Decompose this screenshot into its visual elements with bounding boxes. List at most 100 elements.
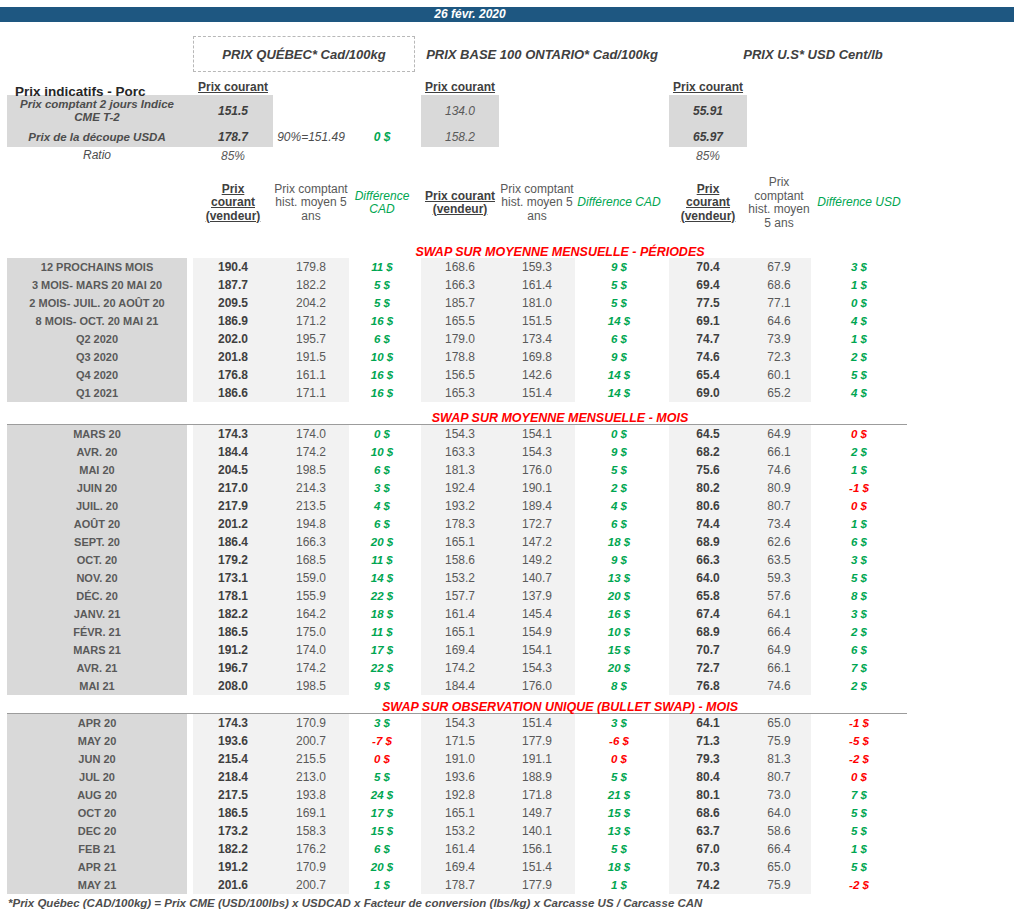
- price-cell: 80.7: [747, 497, 811, 515]
- price-cell: 80.1: [669, 786, 747, 804]
- table-row: DEC 20173.2158.315 $153.2140.113 $63.758…: [7, 822, 907, 840]
- table-row: MAY 20193.6200.7-7 $171.5177.9-6 $71.375…: [7, 732, 907, 750]
- price-cell: 204.5: [193, 461, 273, 479]
- price-cell: 65.8: [669, 587, 747, 605]
- price-cell: 74.4: [669, 515, 747, 533]
- diff-cell: 6 $: [349, 515, 415, 533]
- diff-cell: 5 $: [575, 461, 663, 479]
- group-header-row: Prix indicatifs - Porc PRIX QUÉBEC* Cad/…: [7, 36, 907, 72]
- section-header: SWAP SUR OBSERVATION UNIQUE (BULLET SWAP…: [7, 697, 907, 714]
- price-cell: 198.5: [273, 461, 349, 479]
- price-cell: 174.2: [273, 443, 349, 461]
- diff-cell: 5 $: [811, 569, 907, 587]
- diff-cell: 0 $: [811, 425, 907, 443]
- price-cell: 149.2: [499, 551, 575, 569]
- summary-row-ratio: Ratio 85% 85%: [7, 147, 907, 164]
- price-cell: 184.4: [193, 443, 273, 461]
- row-label: 12 PROCHAINS MOIS: [7, 258, 187, 276]
- row-label: FEB 21: [7, 840, 187, 858]
- diff-cell: 0 $: [349, 425, 415, 443]
- table-row: APR 20174.3170.93 $154.3151.43 $64.165.0…: [7, 714, 907, 732]
- price-cell: 196.7: [193, 659, 273, 677]
- price-cell: 67.0: [669, 840, 747, 858]
- price-cell: 161.4: [499, 276, 575, 294]
- diff-cell: 3 $: [575, 714, 663, 732]
- price-cell: 170.9: [273, 714, 349, 732]
- price-cell: 209.5: [193, 294, 273, 312]
- price-cell: 174.2: [273, 659, 349, 677]
- price-cell: 159.0: [273, 569, 349, 587]
- column-header-row: Prix courant (vendeur) Prix comptant his…: [7, 168, 907, 238]
- diff-cell: 6 $: [575, 330, 663, 348]
- table-row: 12 PROCHAINS MOIS190.4179.811 $168.6159.…: [7, 258, 907, 276]
- price-cell: 73.9: [747, 330, 811, 348]
- price-cell: 73.0: [747, 786, 811, 804]
- price-cell: 171.1: [273, 384, 349, 402]
- price-cell: 66.3: [669, 551, 747, 569]
- price-cell: 161.4: [421, 840, 499, 858]
- price-cell: 62.6: [747, 533, 811, 551]
- price-cell: 195.7: [273, 330, 349, 348]
- diff-cell: 1 $: [811, 461, 907, 479]
- diff-cell: 0 $: [575, 750, 663, 768]
- page-title: Prix indicatifs - Porc: [15, 84, 146, 99]
- price-cell: 176.2: [273, 840, 349, 858]
- price-cell: 191.1: [499, 750, 575, 768]
- price-cell: 63.5: [747, 551, 811, 569]
- row-label: MAI 20: [7, 461, 187, 479]
- price-cell: 142.6: [499, 366, 575, 384]
- report-date: 26 févr. 2020: [0, 7, 977, 22]
- price-cell: 188.9: [499, 768, 575, 786]
- summary-label-ratio: Ratio: [7, 147, 187, 164]
- diff-cell: 8 $: [811, 587, 907, 605]
- price-cell: 166.3: [421, 276, 499, 294]
- price-cell: 64.1: [747, 605, 811, 623]
- price-cell: 154.3: [421, 714, 499, 732]
- price-cell: 169.4: [421, 641, 499, 659]
- row-label: DEC 20: [7, 822, 187, 840]
- table-row: JUN 20215.4215.50 $191.0191.10 $79.381.3…: [7, 750, 907, 768]
- table-row: MAI 21208.0198.59 $184.4176.08 $76.874.6…: [7, 677, 907, 695]
- price-cell: 179.0: [421, 330, 499, 348]
- row-label: MAY 20: [7, 732, 187, 750]
- diff-cell: 9 $: [575, 258, 663, 276]
- diff-cell: 1 $: [811, 276, 907, 294]
- prix-courant-label-us: Prix courant: [669, 79, 747, 95]
- price-cell: 77.5: [669, 294, 747, 312]
- diff-cell: 20 $: [575, 587, 663, 605]
- price-cell: 178.3: [421, 515, 499, 533]
- price-cell: 178.1: [193, 587, 273, 605]
- price-cell: 64.0: [669, 569, 747, 587]
- diff-cell: 16 $: [349, 384, 415, 402]
- price-cell: 181.0: [499, 294, 575, 312]
- price-cell: 64.6: [747, 312, 811, 330]
- price-cell: 173.2: [193, 822, 273, 840]
- price-cell: 169.8: [499, 348, 575, 366]
- group-header-us: PRIX U.S* USD Cent/lb: [694, 36, 932, 72]
- price-cell: 182.2: [273, 276, 349, 294]
- col-header-vendeur-ontario: Prix courant (vendeur): [421, 168, 499, 238]
- row-label: JUN 20: [7, 750, 187, 768]
- diff-cell: 1 $: [811, 330, 907, 348]
- diff-cell: 22 $: [349, 587, 415, 605]
- diff-cell: 1 $: [811, 515, 907, 533]
- price-cell: 77.1: [747, 294, 811, 312]
- price-cell: 140.7: [499, 569, 575, 587]
- diff-cell: 4 $: [575, 497, 663, 515]
- row-label: AUG 20: [7, 786, 187, 804]
- price-cell: 217.0: [193, 479, 273, 497]
- price-cell: 175.0: [273, 623, 349, 641]
- price-cell: 70.7: [669, 641, 747, 659]
- prix-courant-label-ontario: Prix courant: [421, 79, 499, 95]
- table-row: Q4 2020176.8161.116 $156.5142.614 $65.46…: [7, 366, 907, 384]
- price-cell: 161.4: [421, 605, 499, 623]
- price-cell: 213.0: [273, 768, 349, 786]
- diff-cell: 2 $: [811, 348, 907, 366]
- diff-cell: -1 $: [811, 714, 907, 732]
- summary-cme-quebec-value: 151.5: [193, 95, 273, 127]
- price-cell: 201.8: [193, 348, 273, 366]
- diff-cell: 5 $: [575, 840, 663, 858]
- summary-usda-us-value: 65.97: [669, 127, 747, 147]
- price-cell: 204.2: [273, 294, 349, 312]
- row-label: AVR. 21: [7, 659, 187, 677]
